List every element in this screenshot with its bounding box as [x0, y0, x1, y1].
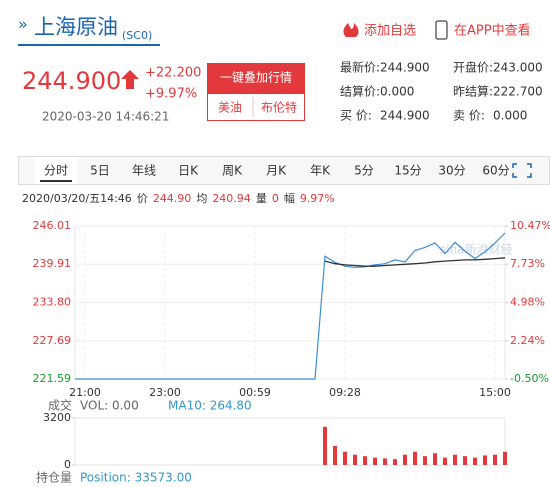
info-price: 244.90 [153, 192, 192, 205]
quote-time: 2020-03-20 14:46:21 [42, 110, 169, 124]
wti-option[interactable]: 美油 [218, 101, 242, 115]
y2-tick-label: 2.24% [510, 334, 545, 347]
volume-ma: MA10: 264.80 [168, 399, 252, 413]
view-in-app[interactable]: 在APP中查看 [454, 23, 531, 39]
stat-value: 244.900 [380, 61, 430, 75]
watermark: sina新浪财经 [440, 242, 513, 257]
position-label: 持仓量 [36, 470, 72, 485]
tab[interactable]: 15分 [394, 164, 421, 178]
position-value: Position: 33573.00 [80, 471, 192, 485]
change: +22.200 [145, 66, 201, 81]
tab[interactable]: 年K [310, 164, 331, 178]
tab[interactable]: 60分 [482, 164, 509, 178]
stat-label: 结算价: [340, 84, 380, 99]
volume-bar [453, 455, 457, 465]
stat-label: 最新价: [340, 60, 380, 75]
volume-frame [75, 418, 505, 465]
info-amp: 9.97% [300, 192, 335, 205]
volume-bar [433, 453, 437, 465]
volume-bar [383, 458, 387, 465]
volume-label: 成交 [48, 398, 72, 413]
volume-value: VOL: 0.00 [80, 399, 139, 413]
x-tick-label: 21:00 [69, 386, 101, 399]
tab[interactable]: 5日 [90, 164, 110, 178]
y-tick-label: 246.01 [33, 219, 72, 232]
volume-bar [323, 427, 327, 465]
add-favorite[interactable]: 添加自选 [364, 24, 416, 39]
y2-tick-label: -0.50% [510, 372, 549, 385]
y-tick-label: 233.80 [33, 296, 72, 309]
volume-bar [363, 456, 367, 465]
volume-bar [423, 456, 427, 465]
stat-label: 开盘价: [453, 60, 493, 75]
info-date: 2020/03/20/五14:46 [22, 192, 132, 205]
arrow: » [18, 15, 28, 34]
flame-icon [343, 23, 358, 37]
stat-value: 244.900 [380, 109, 430, 123]
volume-bar [463, 456, 467, 465]
volume-bar [483, 455, 487, 465]
info-vol: 0 [272, 192, 279, 205]
stat-label: 卖 价: [453, 109, 485, 123]
volume-bar [473, 458, 477, 465]
volume-bar [343, 452, 347, 465]
stat-label: 买 价: [340, 109, 372, 123]
up-arrow [121, 70, 139, 89]
y-tick-label: 227.69 [33, 334, 72, 347]
tab[interactable]: 周K [222, 164, 243, 178]
series-line [325, 258, 505, 266]
info-vol-label: 量 [256, 192, 267, 205]
volume-bar [413, 452, 417, 465]
brent-option[interactable]: 布伦特 [261, 100, 297, 115]
stat-value: 222.700 [493, 85, 543, 99]
volume-bar [503, 452, 507, 465]
x-tick-label: 15:00 [479, 386, 511, 399]
info-avg-label: 均 [196, 192, 207, 205]
title: 上海原油 [34, 15, 118, 39]
volume-bar [393, 459, 397, 465]
tab[interactable]: 分时 [44, 164, 68, 178]
y2-tick-label: 4.98% [510, 296, 545, 309]
x-tick-label: 00:59 [239, 386, 271, 399]
phone-icon [436, 21, 447, 39]
price: 244.900 [22, 67, 121, 95]
y-tick-label: 239.91 [33, 257, 72, 270]
y2-tick-label: 7.73% [510, 257, 545, 270]
volume-tick-label: 0 [64, 458, 71, 471]
x-tick-label: 23:00 [149, 386, 181, 399]
tab[interactable]: 年线 [132, 164, 156, 178]
stat-label: 昨结算: [453, 84, 493, 99]
tab[interactable]: 30分 [438, 164, 465, 178]
volume-tick-label: 3200 [43, 411, 71, 424]
stat-value: 243.000 [493, 61, 543, 75]
info-amp-label: 幅 [284, 192, 295, 205]
volume-bar [333, 446, 337, 465]
code: (SC0) [122, 29, 152, 42]
volume-bar [403, 455, 407, 465]
y-tick-label: 221.59 [33, 372, 72, 385]
tab[interactable]: 日K [178, 164, 199, 178]
volume-bar [493, 455, 497, 465]
stat-value: 0.000 [493, 109, 527, 123]
volume-bar [373, 458, 377, 465]
tab[interactable]: 5分 [354, 164, 374, 178]
info-price-label: 价 [137, 192, 148, 205]
y2-tick-label: 10.47% [510, 219, 550, 232]
x-tick-label: 09:28 [329, 386, 361, 399]
volume-bar [443, 458, 447, 465]
chart: 221.59 227.69 233.80 239.91 246.01 -0.50% 2.24… [33, 219, 550, 471]
stat-value: 0.000 [380, 85, 414, 99]
change-pct: +9.97% [145, 87, 197, 102]
info-avg: 240.94 [212, 192, 251, 205]
overlay-label: 一键叠加行情 [220, 71, 292, 85]
volume-bar [353, 455, 357, 465]
tab[interactable]: 月K [266, 164, 287, 178]
